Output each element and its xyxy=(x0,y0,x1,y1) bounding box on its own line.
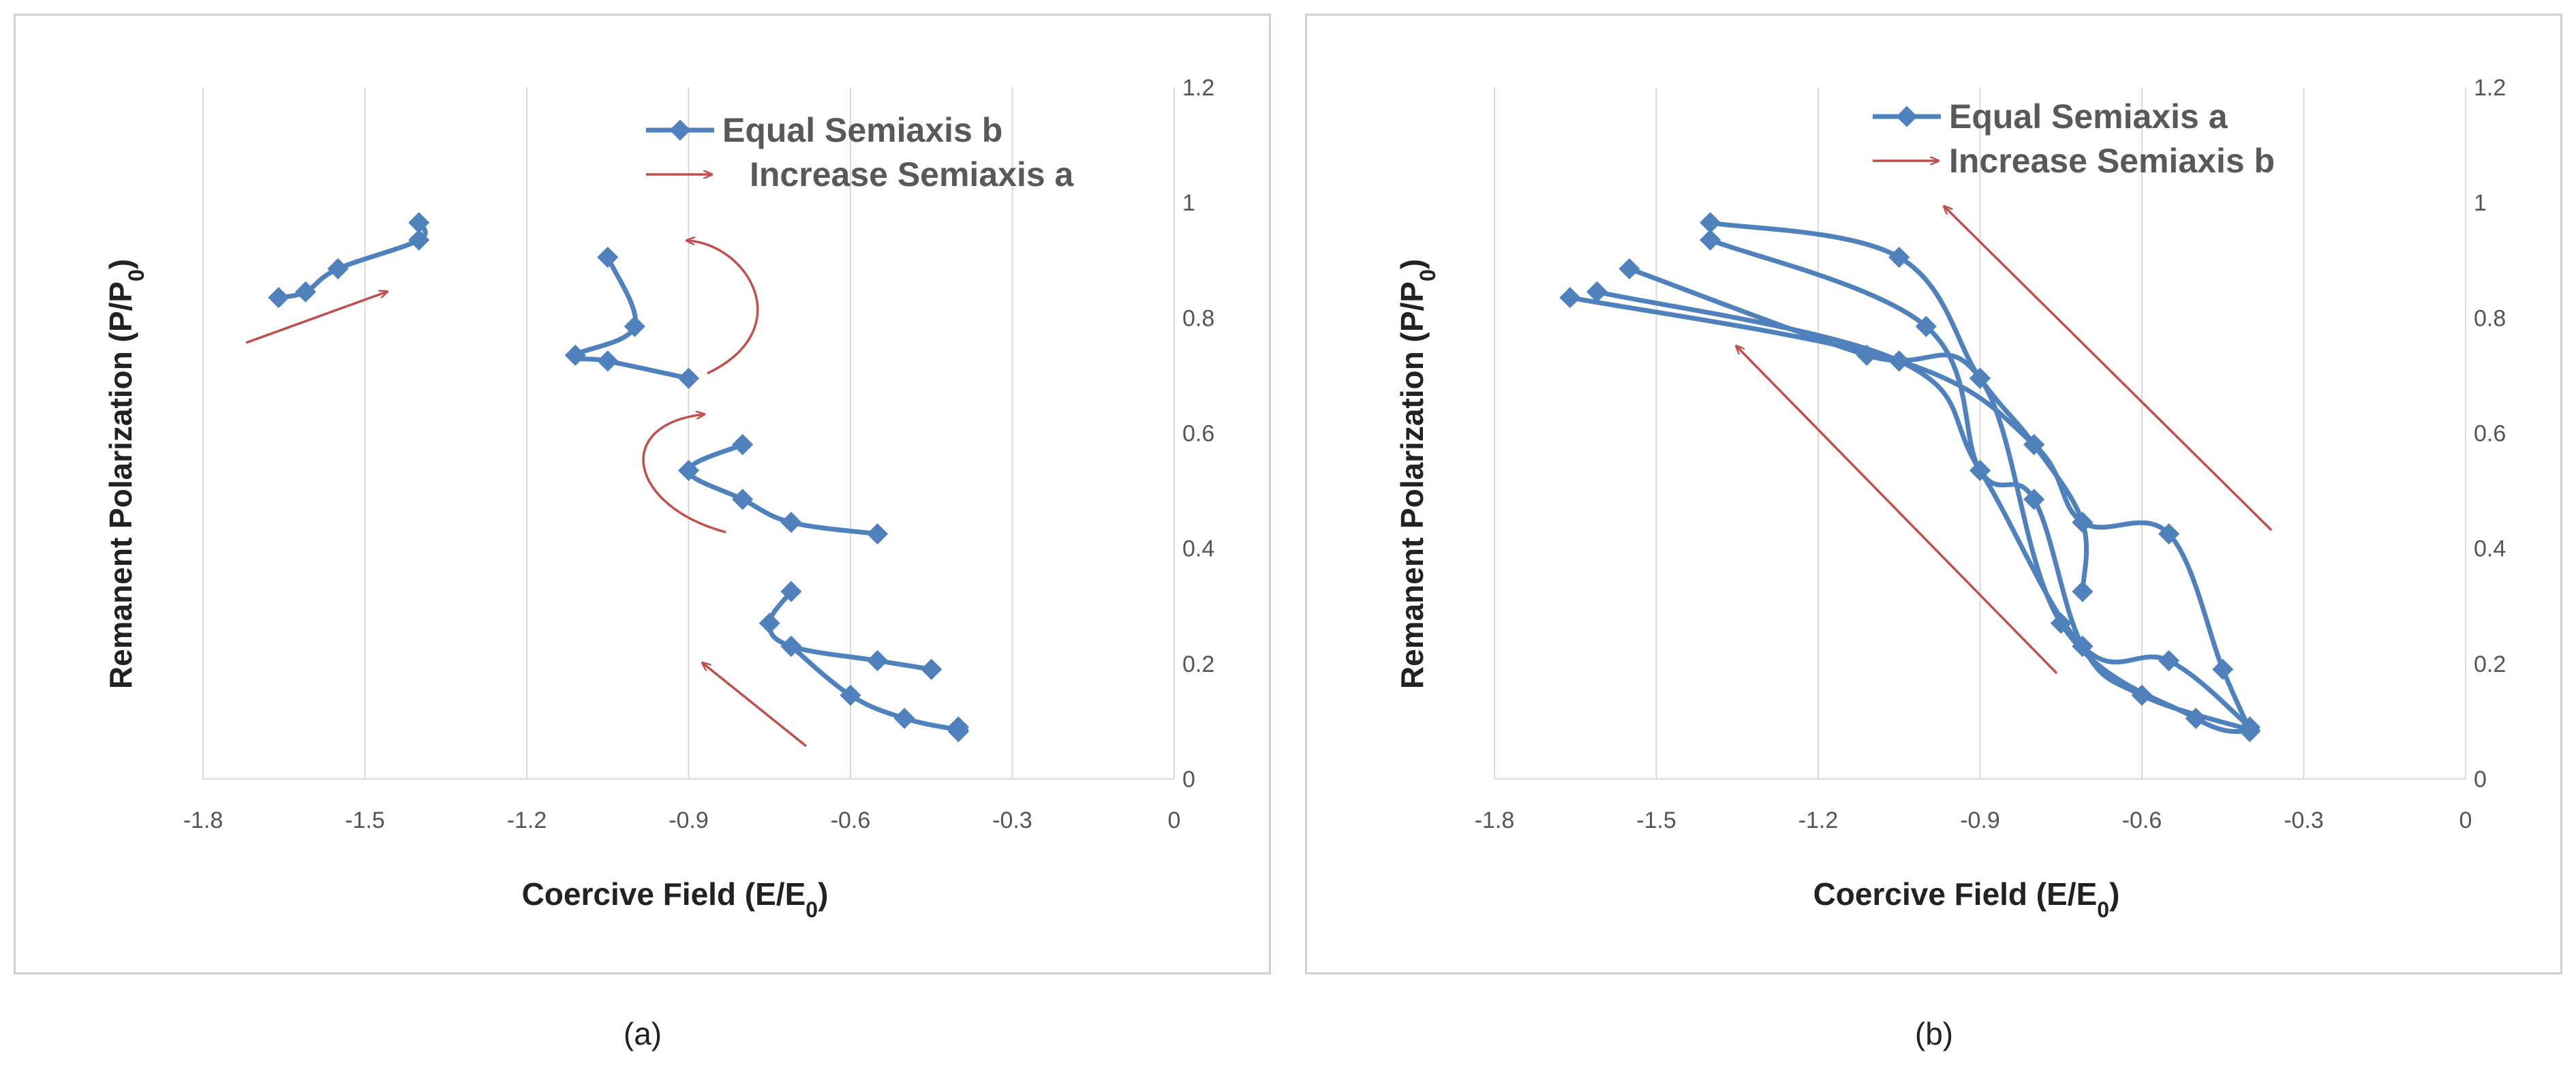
x-tick-label: -0.9 xyxy=(1960,807,2000,833)
trend-arrow xyxy=(687,241,759,375)
chart-panel-b: -1.8 -1.5 -1.2 -0.9 -0.6 -0.3 0 0 0.2 0.4 0.6 0.8 1 1… xyxy=(1305,14,2562,974)
chart-panel-a: -1.8 -1.5 -1.2 -0.9 -0.6 -0.3 0 0 0.2 0.4 0.6 0.8 1 1… xyxy=(14,14,1271,974)
data-point xyxy=(780,512,802,534)
chart-a-svg: -1.8 -1.5 -1.2 -0.9 -0.6 -0.3 00 0.2 0.4 0.6 0.8 1 1… xyxy=(103,75,1214,922)
data-point xyxy=(1969,367,1991,389)
data-point xyxy=(2212,658,2234,680)
y-tick-label: 1.2 xyxy=(2474,75,2506,101)
chart-b-svg: -1.8 -1.5 -1.2 -0.9 -0.6 -0.3 00 0.2 0.4 0.6 0.8 1 1… xyxy=(1394,75,2506,922)
data-point xyxy=(2158,650,2180,672)
caption-a: (a) xyxy=(623,1016,662,1051)
y-tick-label: 0.4 xyxy=(2474,536,2506,562)
data-point xyxy=(921,658,942,680)
x-tick-label: -0.3 xyxy=(2284,807,2324,833)
data-point xyxy=(867,650,889,672)
data-point xyxy=(2239,719,2260,741)
trend-arrow xyxy=(642,414,726,534)
y-tick-label: 0 xyxy=(1182,767,1195,792)
x-tick-label: 0 xyxy=(1168,807,1181,833)
y-tick-label: 0.6 xyxy=(1182,421,1214,447)
data-point xyxy=(867,523,889,545)
data-point xyxy=(1700,229,1721,251)
data-point xyxy=(1559,287,1581,309)
x-axis-title: Coercive Field (E/E0) xyxy=(1813,876,2120,922)
data-point xyxy=(2072,581,2094,602)
x-tick-label: -1.5 xyxy=(345,807,385,833)
x-tick-label: -1.2 xyxy=(1798,807,1839,833)
y-axis-title: Remanent Polarization (P/P0) xyxy=(1394,259,1440,689)
legend-series-marker xyxy=(669,119,691,141)
data-point xyxy=(1619,258,1640,279)
series-line xyxy=(1567,295,2252,733)
data-point xyxy=(268,287,290,309)
data-point xyxy=(597,246,619,268)
legend-series-marker xyxy=(1896,106,1918,127)
x-tick-label: -1.8 xyxy=(1475,807,1515,833)
x-tick-label: 0 xyxy=(2459,807,2472,833)
data-point xyxy=(597,350,619,372)
x-tick-label: -0.6 xyxy=(2122,807,2162,833)
y-tick-label: 0.2 xyxy=(2474,651,2506,677)
x-tick-label: -1.2 xyxy=(507,807,547,833)
x-tick-label: -1.5 xyxy=(1636,807,1676,833)
data-point xyxy=(624,315,645,337)
data-point xyxy=(732,433,754,455)
x-tick-label: -0.9 xyxy=(669,807,709,833)
y-tick-label: 0.6 xyxy=(2474,421,2506,447)
y-tick-label: 1 xyxy=(1182,190,1195,216)
data-point xyxy=(1888,350,1910,372)
x-tick-label: -1.8 xyxy=(183,807,224,833)
trend-arrow xyxy=(1736,346,2058,675)
y-tick-label: 0 xyxy=(2474,767,2487,792)
x-axis-title: Coercive Field (E/E0) xyxy=(522,876,829,922)
data-point xyxy=(732,489,754,510)
y-tick-label: 0.8 xyxy=(1182,305,1214,331)
legend-series-label: Equal Semiaxis a xyxy=(1949,97,2228,136)
y-axis-title: Remanent Polarization (P/P0) xyxy=(103,259,149,689)
series-line xyxy=(788,643,961,733)
data-point xyxy=(327,258,349,279)
y-tick-label: 0.2 xyxy=(1182,651,1214,677)
trend-arrow xyxy=(1944,206,2273,532)
legend-arrow-label: Increase Semiaxis b xyxy=(1949,142,2275,180)
data-point xyxy=(677,367,700,389)
data-point xyxy=(1888,246,1910,268)
data-point xyxy=(408,229,430,251)
data-point xyxy=(947,716,969,738)
y-tick-label: 0.8 xyxy=(2474,305,2506,331)
data-point xyxy=(564,344,586,366)
data-point xyxy=(408,212,430,234)
x-tick-label: -0.6 xyxy=(831,807,871,833)
data-point xyxy=(758,613,780,634)
series-line xyxy=(572,255,691,381)
trend-arrow xyxy=(245,292,387,344)
data-point xyxy=(294,281,316,303)
y-tick-label: 0.4 xyxy=(1182,536,1214,562)
trend-arrow xyxy=(703,663,808,748)
data-point xyxy=(893,707,915,729)
x-tick-label: -0.3 xyxy=(992,807,1032,833)
caption-b: (b) xyxy=(1914,1016,1954,1051)
legend-arrow-label: Increase Semiaxis a xyxy=(750,155,1075,194)
data-point xyxy=(1969,459,1991,482)
legend-series-label: Equal Semiaxis b xyxy=(722,111,1002,149)
y-tick-label: 1 xyxy=(2474,190,2487,216)
y-tick-label: 1.2 xyxy=(1182,75,1214,101)
